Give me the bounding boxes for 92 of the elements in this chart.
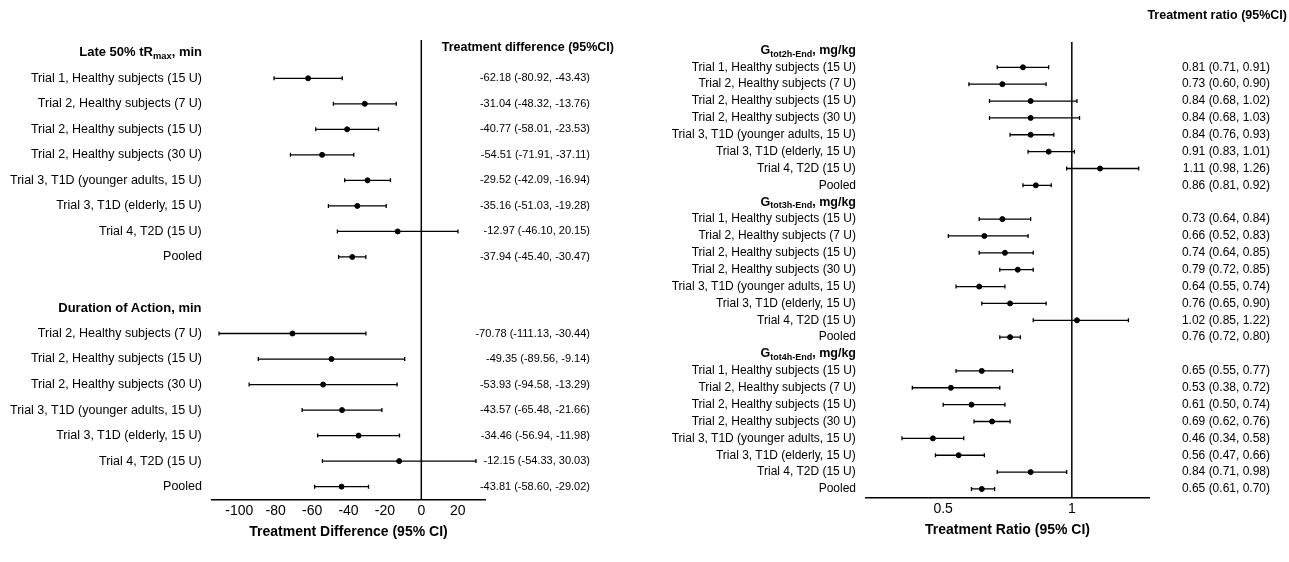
data-label: -34.46 (-56.94, -11.98) — [480, 428, 590, 441]
y-tick-label: Trial 3, T1D (younger adults, 15 U) — [671, 430, 856, 445]
data-label: 0.76 (0.72, 0.80) — [1181, 329, 1270, 344]
x-tick-label: -40 — [338, 501, 359, 518]
data-label: 0.73 (0.60, 0.90) — [1181, 76, 1270, 91]
y-tick-label: Trial 4, T2D (15 U) — [98, 223, 202, 238]
x-tick-label: 20 — [449, 501, 466, 518]
y-tick-label: Trial 2, Healthy subjects (30 U) — [691, 110, 856, 125]
y-tick-label: Trial 2, Healthy subjects (15 U) — [691, 93, 856, 108]
data-label: 0.53 (0.38, 0.72) — [1181, 380, 1270, 395]
y-tick-label: Trial 2, Healthy subjects (30 U) — [30, 147, 202, 162]
data-label: -54.51 (-71.91, -37.11) — [480, 147, 590, 160]
y-tick-label: Pooled — [818, 329, 857, 344]
data-label: 1.02 (0.85, 1.22) — [1181, 312, 1270, 327]
y-tick-label: Trial 2, Healthy subjects (7 U) — [698, 380, 856, 395]
data-label: 0.64 (0.55, 0.74) — [1181, 278, 1270, 293]
y-tick-label: Trial 4, T2D (15 U) — [757, 160, 856, 175]
data-label: -49.35 (-89.56, -9.14) — [486, 352, 590, 365]
data-label: 0.76 (0.65, 0.90) — [1181, 295, 1270, 310]
data-label: -12.15 (-54.33, 30.03) — [483, 454, 590, 467]
x-tick-label: -60 — [301, 501, 323, 518]
y-tick-label: Trial 1, Healthy subjects (15 U) — [30, 70, 202, 85]
data-label: -62.18 (-80.92, -43.43) — [479, 71, 590, 84]
data-label: -31.04 (-48.32, -13.76) — [479, 96, 590, 109]
data-label: 0.65 (0.61, 0.70) — [1181, 481, 1270, 496]
data-label: 0.66 (0.52, 0.83) — [1181, 228, 1270, 243]
y-tick-label: Trial 3, T1D (younger adults, 15 U) — [10, 402, 202, 417]
data-label: 0.73 (0.64, 0.84) — [1181, 211, 1270, 226]
y-tick-label: Trial 1, Healthy subjects (15 U) — [691, 211, 856, 226]
annotation: Treatment difference (95%CI) — [441, 40, 614, 54]
data-label: 0.91 (0.83, 1.01) — [1181, 143, 1270, 158]
y-tick-label: Trial 2, Healthy subjects (7 U) — [37, 325, 203, 340]
data-label: -43.81 (-58.60, -29.02) — [479, 479, 590, 492]
y-tick-label: Trial 3, T1D (younger adults, 15 U) — [671, 278, 856, 293]
x-tick-label: 0.5 — [933, 499, 954, 516]
x-axis-title: Treatment Difference (95% CI) — [249, 523, 448, 540]
data-label: -43.57 (-65.48, -21.66) — [479, 403, 590, 416]
y-tick-label: Trial 3, T1D (younger adults, 15 U) — [10, 172, 202, 187]
x-tick-label: -100 — [225, 501, 254, 518]
y-tick-label: Trial 2, Healthy subjects (30 U) — [691, 262, 856, 277]
y-tick-label: Trial 2, Healthy subjects (15 U) — [691, 245, 856, 260]
data-label: 0.84 (0.68, 1.02) — [1181, 93, 1270, 108]
y-tick-label: Trial 4, T2D (15 U) — [757, 312, 856, 327]
data-label: 1.11 (0.98, 1.26) — [1182, 160, 1270, 175]
data-label: -29.52 (-42.09, -16.94) — [479, 173, 590, 186]
data-label: -12.97 (-46.10, 20.15) — [483, 224, 590, 237]
y-tick-label: Trial 2, Healthy subjects (7 U) — [37, 96, 203, 111]
y-tick-label: Trial 3, T1D (elderly, 15 U) — [715, 143, 856, 158]
y-tick-label: Trial 3, T1D (elderly, 15 U) — [715, 295, 856, 310]
y-tick-label: Trial 2, Healthy subjects (30 U) — [691, 413, 856, 428]
y-tick-label: Trial 3, T1D (younger adults, 15 U) — [671, 127, 856, 142]
y-tick-label: Trial 2, Healthy subjects (30 U) — [30, 377, 202, 391]
y-tick-label: Pooled — [818, 481, 857, 496]
data-label: 0.65 (0.55, 0.77) — [1181, 363, 1270, 378]
data-label: 0.79 (0.72, 0.85) — [1181, 262, 1270, 277]
data-label: 0.84 (0.71, 0.98) — [1181, 464, 1270, 479]
x-tick-label: -80 — [265, 501, 287, 518]
y-tick-label: Trial 4, T2D (15 U) — [98, 453, 202, 468]
y-tick-label: Trial 2, Healthy subjects (15 U) — [691, 396, 856, 411]
x-axis-title: Treatment Ratio (95% CI) — [925, 521, 1090, 538]
data-label: 0.56 (0.47, 0.66) — [1181, 447, 1270, 462]
y-tick-label: Trial 2, Healthy subjects (15 U) — [30, 351, 202, 366]
y-tick-label: Pooled — [818, 177, 857, 192]
data-label: -70.78 (-111.13, -30.44) — [475, 326, 590, 339]
y-tick-label: Trial 2, Healthy subjects (7 U) — [698, 228, 856, 243]
x-tick-label: 0 — [417, 501, 426, 518]
data-label: 0.61 (0.50, 0.74) — [1181, 396, 1270, 411]
data-label: -37.94 (-45.40, -30.47) — [479, 249, 590, 262]
y-tick-label: Trial 3, T1D (elderly, 15 U) — [715, 447, 856, 462]
y-tick-label: Trial 2, Healthy subjects (15 U) — [30, 121, 202, 136]
y-tick-label: Trial 1, Healthy subjects (15 U) — [691, 59, 856, 74]
data-label: 0.86 (0.81, 0.92) — [1181, 177, 1270, 192]
data-label: -53.93 (-94.58, -13.29) — [479, 377, 590, 390]
data-label: 0.84 (0.76, 0.93) — [1181, 127, 1270, 142]
y-tick-label: Trial 4, T2D (15 U) — [757, 464, 856, 479]
data-label: 0.46 (0.34, 0.58) — [1181, 430, 1270, 445]
y-tick-label: Trial 1, Healthy subjects (15 U) — [691, 363, 856, 378]
data-label: 0.84 (0.68, 1.03) — [1181, 110, 1270, 125]
y-tick-label: Pooled — [163, 249, 203, 264]
x-tick-label: 1 — [1067, 499, 1076, 516]
x-tick-label: -20 — [374, 501, 396, 518]
y-tick-label: Pooled — [163, 479, 203, 494]
y-tick-label: Duration of Action, min — [58, 299, 202, 315]
y-tick-label: Trial 2, Healthy subjects (7 U) — [698, 76, 856, 91]
data-label: 0.74 (0.64, 0.85) — [1181, 245, 1270, 260]
data-label: -40.77 (-58.01, -23.53) — [479, 122, 590, 135]
text: Treatment ratio (95%CI) — [1147, 8, 1287, 22]
data-label: 0.81 (0.71, 0.91) — [1181, 59, 1270, 74]
data-label: 0.69 (0.62, 0.76) — [1181, 413, 1270, 428]
data-label: -35.16 (-51.03, -19.28) — [479, 198, 590, 211]
y-tick-label: Trial 3, T1D (elderly, 15 U) — [56, 198, 202, 213]
y-tick-label: Trial 3, T1D (elderly, 15 U) — [56, 428, 202, 443]
